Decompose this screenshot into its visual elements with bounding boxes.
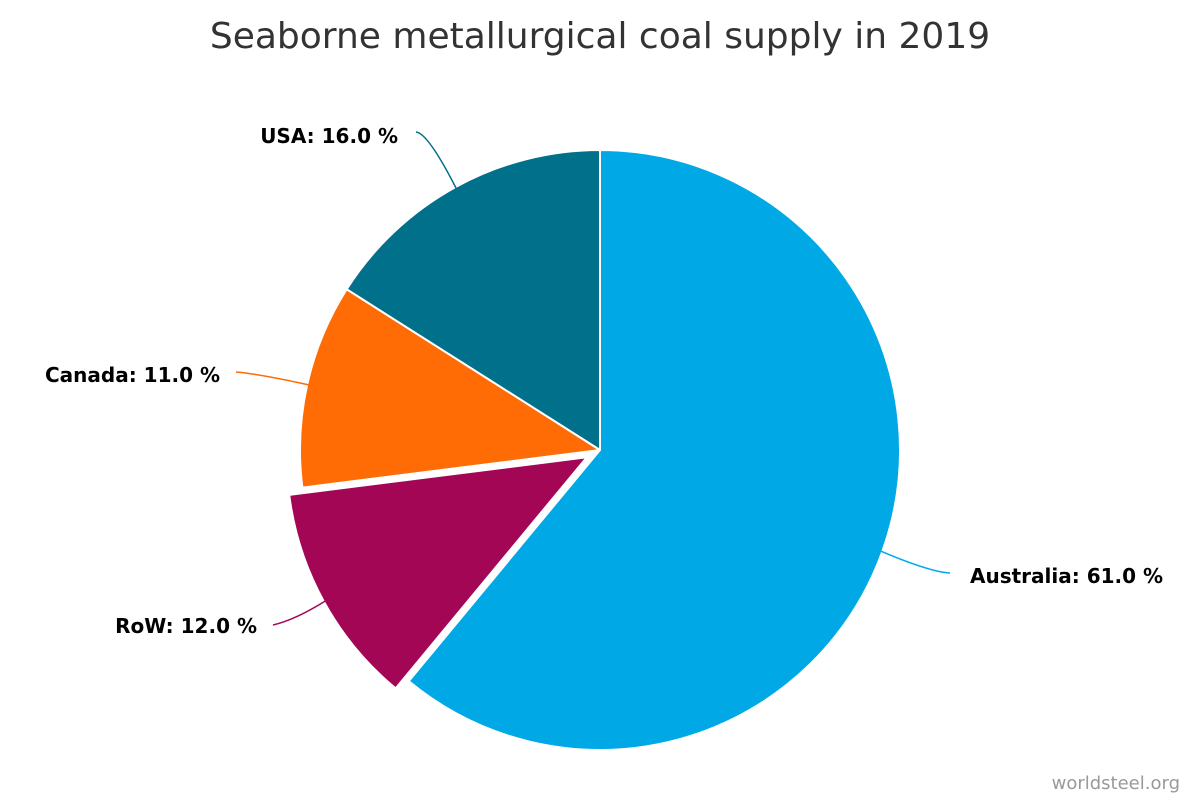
connector-canada [235,371,310,386]
chart-title: Seaborne metallurgical coal supply in 20… [210,16,990,57]
label-connectors [235,131,951,626]
data-label-row: RoW: 12.0 % [115,614,257,638]
connector-usa [415,131,458,190]
connector-row [272,600,327,626]
pie-slices [288,149,901,751]
connector-australia [880,550,951,574]
data-label-canada: Canada: 11.0 % [45,363,220,387]
data-labels: Australia: 61.0 % RoW: 12.0 % Canada: 11.0… [45,124,1163,638]
data-label-usa: USA: 16.0 % [260,124,398,148]
credit-text[interactable]: worldsteel.org [1052,773,1180,794]
data-label-australia: Australia: 61.0 % [970,564,1163,588]
